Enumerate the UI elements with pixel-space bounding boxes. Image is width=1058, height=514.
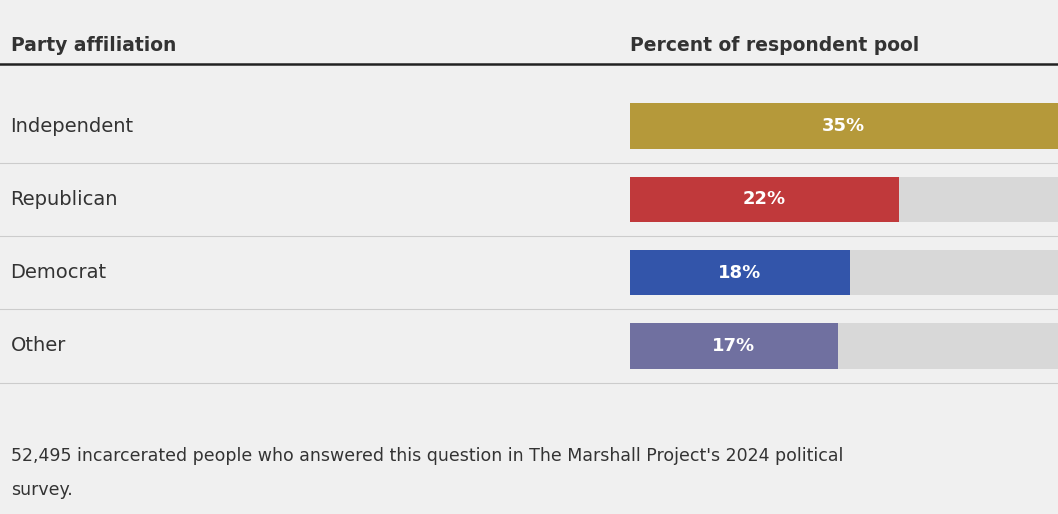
Text: 35%: 35%	[822, 117, 865, 135]
Text: 22%: 22%	[743, 190, 786, 208]
Bar	[630, 323, 1058, 369]
Text: Party affiliation: Party affiliation	[11, 36, 176, 55]
Text: survey.: survey.	[11, 481, 72, 499]
Text: 52,495 incarcerated people who answered this question in The Marshall Project's : 52,495 incarcerated people who answered …	[11, 447, 843, 465]
Bar	[630, 177, 1058, 222]
Bar	[630, 177, 899, 222]
Text: Other: Other	[11, 337, 66, 356]
Bar	[630, 323, 838, 369]
Text: 18%: 18%	[718, 264, 762, 282]
Text: Democrat: Democrat	[11, 263, 107, 282]
Text: Percent of respondent pool: Percent of respondent pool	[630, 36, 918, 55]
Bar	[630, 250, 1058, 296]
Bar	[630, 103, 1058, 149]
Text: Republican: Republican	[11, 190, 118, 209]
Text: 17%: 17%	[712, 337, 755, 355]
Bar	[630, 250, 850, 296]
Bar	[630, 103, 1058, 149]
Text: Independent: Independent	[11, 117, 133, 136]
